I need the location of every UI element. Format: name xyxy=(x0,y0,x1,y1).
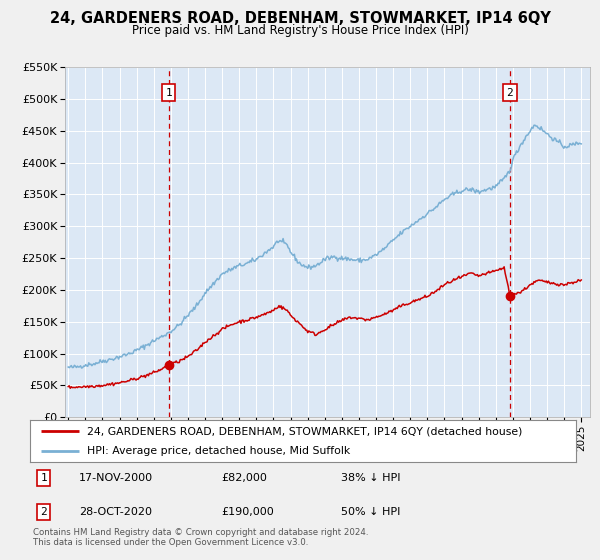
Text: 1: 1 xyxy=(40,473,47,483)
Text: 24, GARDENERS ROAD, DEBENHAM, STOWMARKET, IP14 6QY (detached house): 24, GARDENERS ROAD, DEBENHAM, STOWMARKET… xyxy=(88,426,523,436)
Text: 2: 2 xyxy=(40,507,47,517)
Text: £82,000: £82,000 xyxy=(221,473,267,483)
Text: 1: 1 xyxy=(166,88,172,97)
Text: £190,000: £190,000 xyxy=(221,507,274,517)
Text: Contains HM Land Registry data © Crown copyright and database right 2024.: Contains HM Land Registry data © Crown c… xyxy=(33,528,368,536)
Text: Price paid vs. HM Land Registry's House Price Index (HPI): Price paid vs. HM Land Registry's House … xyxy=(131,24,469,36)
Text: 38% ↓ HPI: 38% ↓ HPI xyxy=(341,473,401,483)
Text: 2: 2 xyxy=(506,88,514,97)
Text: 17-NOV-2000: 17-NOV-2000 xyxy=(79,473,153,483)
Text: This data is licensed under the Open Government Licence v3.0.: This data is licensed under the Open Gov… xyxy=(33,538,308,547)
Text: 24, GARDENERS ROAD, DEBENHAM, STOWMARKET, IP14 6QY: 24, GARDENERS ROAD, DEBENHAM, STOWMARKET… xyxy=(50,11,550,26)
Text: 28-OCT-2020: 28-OCT-2020 xyxy=(79,507,152,517)
Text: HPI: Average price, detached house, Mid Suffolk: HPI: Average price, detached house, Mid … xyxy=(88,446,350,456)
Text: 50% ↓ HPI: 50% ↓ HPI xyxy=(341,507,401,517)
